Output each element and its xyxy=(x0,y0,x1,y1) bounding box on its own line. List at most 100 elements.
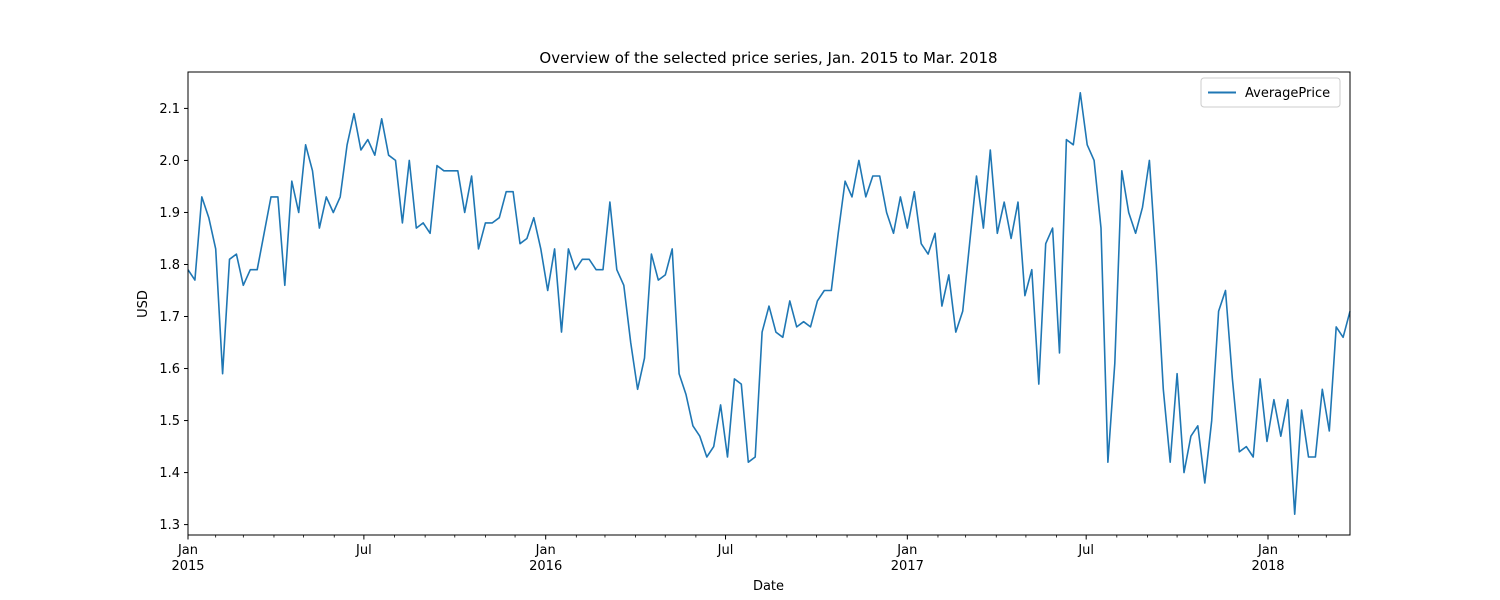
x-tick-label: Jul xyxy=(1077,543,1094,558)
data-point xyxy=(954,331,957,334)
data-point xyxy=(415,227,418,230)
data-point xyxy=(1259,377,1262,380)
data-point xyxy=(1328,430,1331,433)
data-point xyxy=(871,175,874,178)
series-line xyxy=(187,92,1351,516)
data-point xyxy=(864,195,867,198)
data-point xyxy=(1335,325,1338,328)
y-tick-label: 2.1 xyxy=(159,102,180,117)
data-point xyxy=(774,331,777,334)
data-point xyxy=(747,461,750,464)
data-point xyxy=(1044,242,1047,245)
data-point xyxy=(401,221,404,224)
data-point xyxy=(1293,513,1296,516)
data-point xyxy=(657,279,660,282)
data-point xyxy=(940,305,943,308)
data-point xyxy=(719,403,722,406)
data-point xyxy=(359,149,362,152)
legend-label: AveragePrice xyxy=(1245,86,1330,101)
data-point xyxy=(1106,461,1109,464)
data-point xyxy=(1286,398,1289,401)
x-tick-label: Jan xyxy=(177,543,198,558)
data-point xyxy=(982,227,985,230)
data-point xyxy=(332,211,335,214)
data-point xyxy=(802,320,805,323)
data-point xyxy=(733,377,736,380)
data-point xyxy=(1217,310,1220,313)
data-point xyxy=(1141,206,1144,209)
data-point xyxy=(297,211,300,214)
data-point xyxy=(1113,362,1116,365)
data-point xyxy=(1079,91,1082,94)
data-point xyxy=(228,258,231,261)
data-point xyxy=(857,159,860,162)
x-tick-year-label: 2016 xyxy=(529,559,562,574)
data-point xyxy=(221,372,224,375)
data-point xyxy=(809,325,812,328)
data-point xyxy=(1023,294,1026,297)
y-axis-label: USD xyxy=(136,290,151,318)
data-point xyxy=(968,242,971,245)
x-tick-label: Jan xyxy=(896,543,917,558)
data-point xyxy=(1176,372,1179,375)
y-tick-label: 1.8 xyxy=(159,258,180,273)
data-point xyxy=(567,247,570,250)
data-point xyxy=(1231,377,1234,380)
data-point xyxy=(283,284,286,287)
x-tick-label: Jul xyxy=(355,543,372,558)
data-point xyxy=(553,247,556,250)
data-point xyxy=(989,149,992,152)
data-point xyxy=(906,227,909,230)
data-point xyxy=(913,190,916,193)
data-point xyxy=(664,273,667,276)
data-point xyxy=(1093,159,1096,162)
data-point xyxy=(622,284,625,287)
data-point xyxy=(1162,388,1165,391)
data-point xyxy=(325,195,328,198)
y-tick-label: 1.5 xyxy=(159,414,180,429)
data-point xyxy=(636,388,639,391)
data-point xyxy=(477,247,480,250)
data-point xyxy=(546,289,549,292)
data-point xyxy=(408,159,411,162)
data-point xyxy=(754,456,757,459)
data-point xyxy=(1210,419,1213,422)
data-point xyxy=(1245,445,1248,448)
data-point xyxy=(422,221,425,224)
data-point xyxy=(193,279,196,282)
data-point xyxy=(429,232,432,235)
data-point xyxy=(470,175,473,178)
data-point xyxy=(235,253,238,256)
y-tick-label: 1.3 xyxy=(159,518,180,533)
data-point xyxy=(380,117,383,120)
data-point xyxy=(1030,268,1033,271)
data-point xyxy=(1342,336,1345,339)
data-point xyxy=(387,154,390,157)
data-point xyxy=(366,138,369,141)
data-point xyxy=(276,195,279,198)
data-point xyxy=(1134,232,1137,235)
data-point xyxy=(1224,289,1227,292)
data-point xyxy=(671,247,674,250)
data-point xyxy=(685,393,688,396)
x-tick-label: Jul xyxy=(717,543,734,558)
data-point xyxy=(249,268,252,271)
data-point xyxy=(851,195,854,198)
data-point xyxy=(373,154,376,157)
data-point xyxy=(892,232,895,235)
plot-area xyxy=(187,91,1351,516)
data-point xyxy=(629,341,632,344)
data-point xyxy=(1279,435,1282,438)
data-point xyxy=(256,268,259,271)
data-point xyxy=(1252,456,1255,459)
data-point xyxy=(1155,263,1158,266)
data-point xyxy=(1321,388,1324,391)
data-point xyxy=(1127,211,1130,214)
data-point xyxy=(574,268,577,271)
data-point xyxy=(975,175,978,178)
data-point xyxy=(602,268,605,271)
x-tick-label: Jan xyxy=(535,543,556,558)
data-point xyxy=(1100,227,1103,230)
